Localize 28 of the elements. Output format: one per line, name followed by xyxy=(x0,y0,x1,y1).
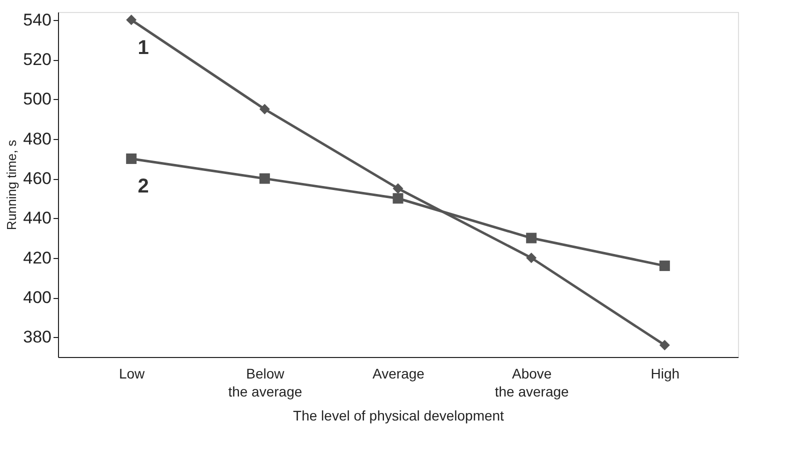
point xyxy=(526,232,537,244)
y-tick-label: 400 xyxy=(23,288,52,308)
x-tick-label: Below the average xyxy=(228,366,302,400)
y-axis-title: Running time, s xyxy=(4,139,20,230)
point xyxy=(126,14,137,26)
series-label: 1 xyxy=(138,36,149,59)
point xyxy=(259,104,270,114)
y-tick-label: 460 xyxy=(23,169,52,188)
y-tick-label: 520 xyxy=(23,50,52,70)
y-tick-label: 420 xyxy=(23,248,52,268)
point xyxy=(392,193,404,204)
point xyxy=(526,252,537,264)
point xyxy=(126,153,137,164)
x-tick-label: High xyxy=(650,366,680,382)
y-tick-label: 500 xyxy=(23,90,52,109)
point xyxy=(659,260,670,272)
y-tick-label: 540 xyxy=(23,10,52,30)
x-axis-title: The level of physical development xyxy=(293,408,504,424)
y-tick-label: 380 xyxy=(23,328,52,347)
x-tick-label: Above the average xyxy=(494,366,570,400)
point xyxy=(259,173,270,184)
y-tick-label: 440 xyxy=(23,208,52,228)
point xyxy=(392,183,404,194)
x-tick-label: Low xyxy=(118,366,146,382)
x-tick-label: Average xyxy=(372,366,425,382)
series-label: 2 xyxy=(138,176,149,198)
y-tick-label: 480 xyxy=(23,129,52,148)
point xyxy=(659,340,670,350)
